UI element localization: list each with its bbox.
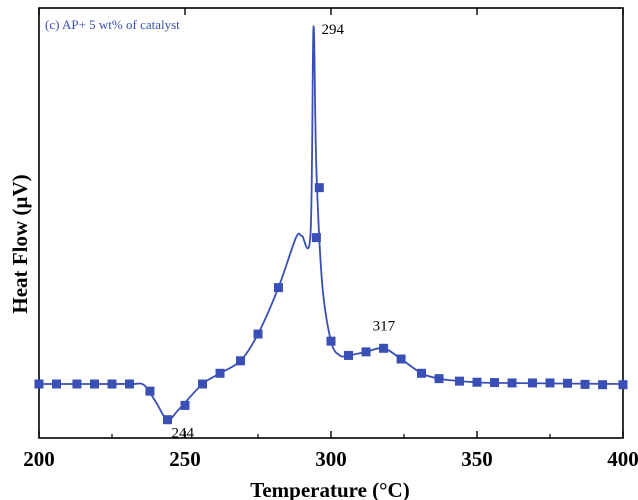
- series-line: [38, 25, 624, 421]
- x-tick-label: 400: [607, 447, 638, 471]
- data-point-marker: [396, 354, 406, 364]
- data-point-marker: [417, 368, 427, 378]
- data-point-marker: [145, 386, 155, 396]
- data-point-marker: [198, 379, 208, 389]
- x-tick-label: 250: [169, 447, 201, 471]
- data-point-marker: [180, 400, 190, 410]
- data-point-marker: [472, 377, 482, 387]
- x-tick-label: 300: [315, 447, 347, 471]
- data-point-marker: [563, 378, 573, 388]
- data-point-marker: [314, 183, 324, 193]
- data-point-marker: [89, 379, 99, 389]
- data-point-marker: [507, 378, 517, 388]
- peak-annotation: 294: [321, 22, 344, 38]
- peak-annotation: 244: [171, 426, 194, 442]
- plot-frame: [38, 7, 624, 439]
- data-point-marker: [125, 379, 135, 389]
- data-point-marker: [34, 379, 44, 389]
- y-axis-title: Heat Flow (µV): [8, 174, 32, 313]
- data-point-marker: [72, 379, 82, 389]
- data-point-marker: [545, 378, 555, 388]
- data-point-marker: [618, 380, 628, 390]
- data-point-marker: [311, 233, 321, 243]
- data-point-marker: [253, 329, 263, 339]
- data-point-marker: [107, 379, 117, 389]
- data-point-marker: [580, 379, 590, 389]
- data-point-marker: [598, 380, 608, 390]
- data-point-marker: [379, 343, 389, 353]
- peak-annotation: 317: [373, 318, 396, 334]
- data-point-marker: [215, 368, 225, 378]
- data-point-marker: [527, 378, 537, 388]
- x-tick-label: 350: [461, 447, 493, 471]
- data-point-marker: [235, 356, 245, 366]
- data-point-marker: [434, 374, 444, 384]
- data-point-marker: [52, 379, 62, 389]
- chart-title: (c) AP+ 5 wt% of catalyst: [45, 17, 180, 32]
- data-point-marker: [162, 415, 172, 425]
- data-point-marker: [273, 283, 283, 293]
- plot-layer: 200 250 300 350 400 294 244 317: [23, 7, 638, 471]
- x-axis-title: Temperature (°C): [250, 478, 409, 500]
- data-point-marker: [326, 336, 336, 346]
- data-point-marker: [361, 347, 371, 357]
- data-point-marker: [454, 376, 464, 386]
- data-point-marker: [344, 350, 354, 360]
- data-point-marker: [490, 378, 500, 388]
- x-tick-label: 200: [23, 447, 55, 471]
